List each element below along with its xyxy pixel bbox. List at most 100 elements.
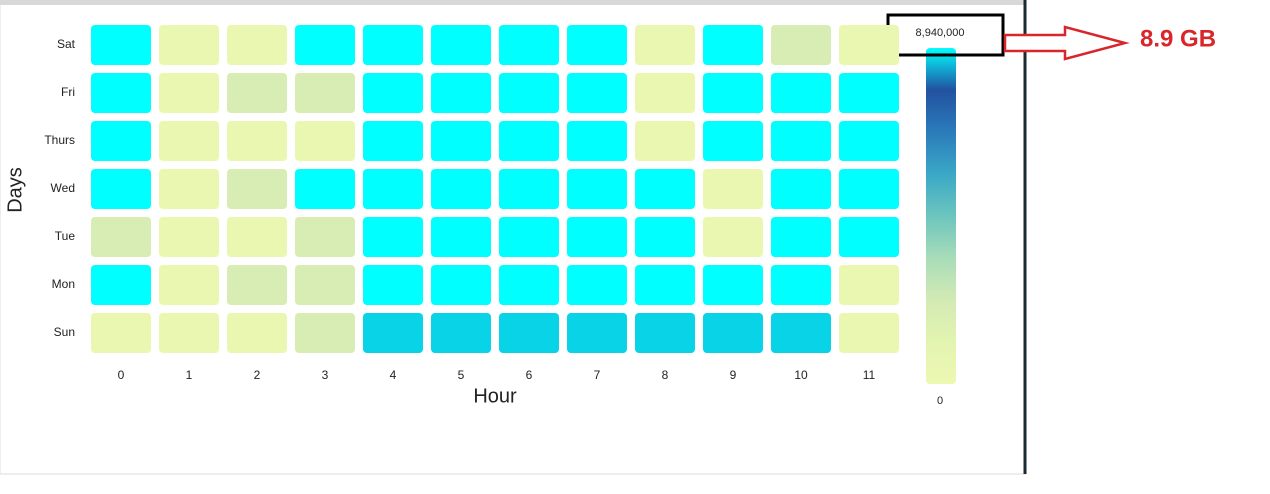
heat-cell	[567, 169, 627, 209]
x-tick-label: 5	[458, 368, 465, 382]
x-tick-label: 0	[118, 368, 125, 382]
heat-cell	[499, 313, 559, 353]
heat-cell	[295, 121, 355, 161]
heat-cell	[771, 313, 831, 353]
heat-cell	[159, 25, 219, 65]
heat-cell	[771, 73, 831, 113]
heat-cell	[635, 217, 695, 257]
heat-cell	[159, 73, 219, 113]
x-tick-label: 11	[863, 368, 876, 382]
heat-cell	[159, 169, 219, 209]
x-tick-label: 6	[526, 368, 533, 382]
x-tick-label: 4	[390, 368, 397, 382]
x-tick-label: 3	[322, 368, 329, 382]
heat-cell	[499, 25, 559, 65]
heat-cell	[703, 25, 763, 65]
heat-cell	[567, 121, 627, 161]
heat-cell	[159, 121, 219, 161]
heat-cell	[499, 169, 559, 209]
x-tick-label: 1	[186, 368, 193, 382]
heat-cell	[363, 265, 423, 305]
heat-cell	[567, 313, 627, 353]
arrow	[1003, 25, 1130, 61]
heat-cell	[839, 313, 899, 353]
heat-cell	[567, 265, 627, 305]
heat-cell	[771, 265, 831, 305]
heat-cell	[295, 217, 355, 257]
heat-cell	[227, 313, 287, 353]
heat-cell	[635, 313, 695, 353]
heat-cell	[771, 121, 831, 161]
heat-cell	[839, 121, 899, 161]
y-axis-title: Days	[4, 167, 26, 213]
heat-cell	[91, 121, 151, 161]
heat-cell	[159, 313, 219, 353]
heat-cell	[227, 169, 287, 209]
heat-cell	[91, 25, 151, 65]
heat-cell	[363, 73, 423, 113]
heat-cell	[431, 217, 491, 257]
heat-cell	[91, 313, 151, 353]
heat-cell	[567, 73, 627, 113]
heat-cell	[295, 313, 355, 353]
heat-cell	[703, 121, 763, 161]
heat-cell	[635, 265, 695, 305]
heat-cell	[295, 265, 355, 305]
heat-cell	[703, 217, 763, 257]
address-bar	[0, 0, 1026, 5]
heat-cell	[771, 169, 831, 209]
heat-cell	[635, 73, 695, 113]
heat-cell	[839, 169, 899, 209]
heat-cell	[227, 265, 287, 305]
y-tick-label: Fri	[61, 85, 75, 99]
x-tick-label: 8	[662, 368, 669, 382]
heat-cell	[431, 169, 491, 209]
heat-cell	[431, 25, 491, 65]
heat-cell	[771, 217, 831, 257]
heat-cell	[295, 73, 355, 113]
y-tick-label: Wed	[51, 181, 75, 195]
x-tick-label: 7	[594, 368, 601, 382]
y-tick-label: Mon	[52, 277, 75, 291]
heat-cell	[363, 217, 423, 257]
heat-cell	[703, 73, 763, 113]
heat-cell	[91, 73, 151, 113]
x-tick-label: 9	[730, 368, 737, 382]
heat-cell	[227, 73, 287, 113]
heat-cell	[499, 265, 559, 305]
y-tick-label: Thurs	[44, 133, 75, 147]
heat-cell	[567, 25, 627, 65]
colorbar	[926, 48, 956, 384]
x-tick-label: 2	[254, 368, 261, 382]
heat-cell	[771, 25, 831, 65]
heat-cell	[227, 25, 287, 65]
heat-cell	[91, 169, 151, 209]
heat-cell	[295, 25, 355, 65]
heat-cell	[703, 265, 763, 305]
heat-cell	[499, 217, 559, 257]
heat-cell	[839, 73, 899, 113]
heat-cell	[363, 313, 423, 353]
heat-cell	[159, 217, 219, 257]
heat-cell	[499, 121, 559, 161]
y-tick-label: Tue	[55, 229, 76, 243]
heat-cell	[635, 121, 695, 161]
heat-cell	[567, 217, 627, 257]
heat-cell	[635, 169, 695, 209]
heat-cell	[839, 25, 899, 65]
heat-cell	[431, 121, 491, 161]
annotation: 8.9 GB	[1140, 25, 1216, 52]
heat-cell	[839, 265, 899, 305]
heat-cell	[363, 169, 423, 209]
heat-cell	[703, 313, 763, 353]
heat-cell	[839, 217, 899, 257]
heat-cell	[431, 265, 491, 305]
x-tick-label: 10	[794, 368, 808, 382]
y-tick-label: Sat	[57, 37, 76, 51]
heat-cell	[635, 25, 695, 65]
x-axis-title: Hour	[473, 385, 517, 407]
heat-cell	[91, 217, 151, 257]
heat-cell	[703, 169, 763, 209]
heat-cell	[499, 73, 559, 113]
